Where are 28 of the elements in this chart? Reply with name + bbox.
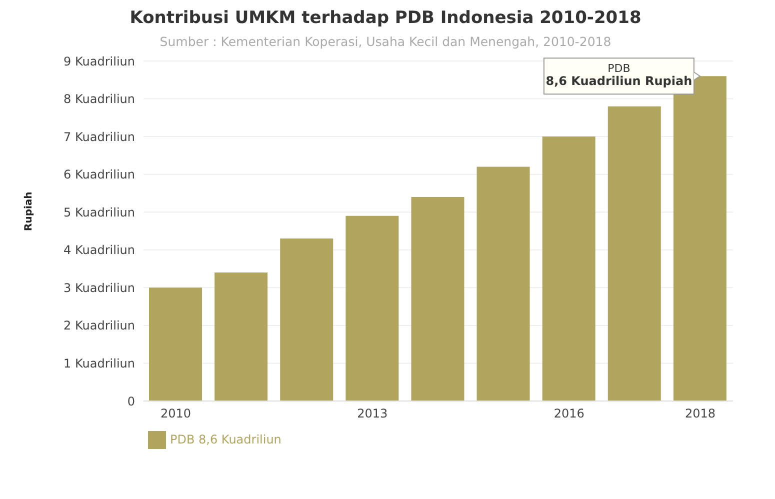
y-tick-label: 5 Kuadriliun (64, 205, 135, 220)
chart-subtitle: Sumber : Kementerian Koperasi, Usaha Kecil dan Menengah, 2010-2018 (158, 34, 612, 49)
y-tick-label: 2 Kuadriliun (64, 318, 135, 333)
x-tick-label: 2018 (684, 406, 716, 421)
y-tick-label: 3 Kuadriliun (64, 280, 135, 295)
annotation: PDB (608, 62, 630, 76)
bar (411, 197, 464, 401)
x-tick-label: 2013 (357, 406, 388, 421)
y-tick-label: 0 (127, 394, 135, 408)
annotation: 8,6 Kuadriliun Rupiah (546, 74, 692, 88)
bar (476, 166, 530, 401)
y-tick-label: 1 Kuadriliun (64, 356, 135, 370)
chart-title: Kontribusi UMKM terhadap PDB Indonesia 2010-2018 (128, 8, 642, 28)
bar (149, 288, 202, 401)
y-axis-title: Rupiah (24, 192, 35, 231)
legend-label: PDB 8,6 Kuadriliun (170, 432, 282, 446)
bar (542, 136, 596, 401)
y-tick-label: 4 Kuadriliun (64, 243, 135, 258)
bar (608, 106, 661, 401)
bar (280, 238, 334, 401)
x-tick-label: 2016 (554, 406, 584, 421)
y-tick-label: 7 Kuadriliun (64, 130, 135, 144)
x-tick-label: 2010 (160, 406, 192, 421)
y-tick-label: 6 Kuadriliun (64, 168, 135, 182)
bar (214, 272, 268, 401)
bar (346, 216, 399, 401)
y-tick-label: 9 Kuadriliun (64, 54, 135, 68)
y-tick-label: 8 Kuadriliun (64, 92, 135, 106)
